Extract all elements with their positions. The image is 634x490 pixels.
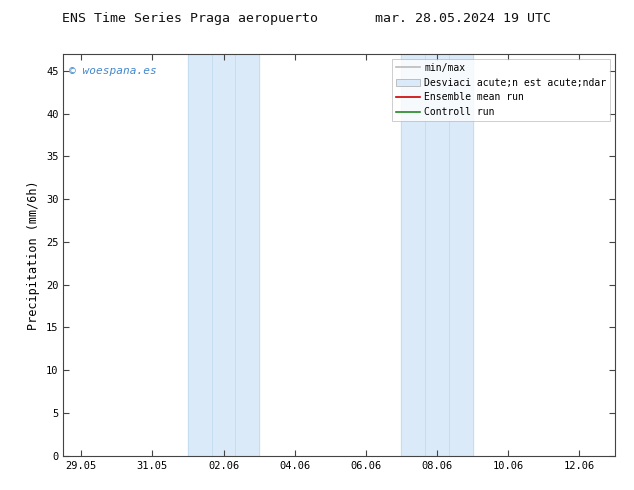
Y-axis label: Precipitation (mm/6h): Precipitation (mm/6h)	[27, 180, 41, 330]
Bar	[188, 54, 259, 456]
Text: ENS Time Series Praga aeropuerto: ENS Time Series Praga aeropuerto	[62, 12, 318, 25]
Legend: min/max, Desviaci acute;n est acute;ndar, Ensemble mean run, Controll run: min/max, Desviaci acute;n est acute;ndar…	[392, 59, 610, 121]
Bar	[401, 54, 472, 456]
Text: © woespana.es: © woespana.es	[69, 66, 157, 76]
Text: mar. 28.05.2024 19 UTC: mar. 28.05.2024 19 UTC	[375, 12, 551, 25]
